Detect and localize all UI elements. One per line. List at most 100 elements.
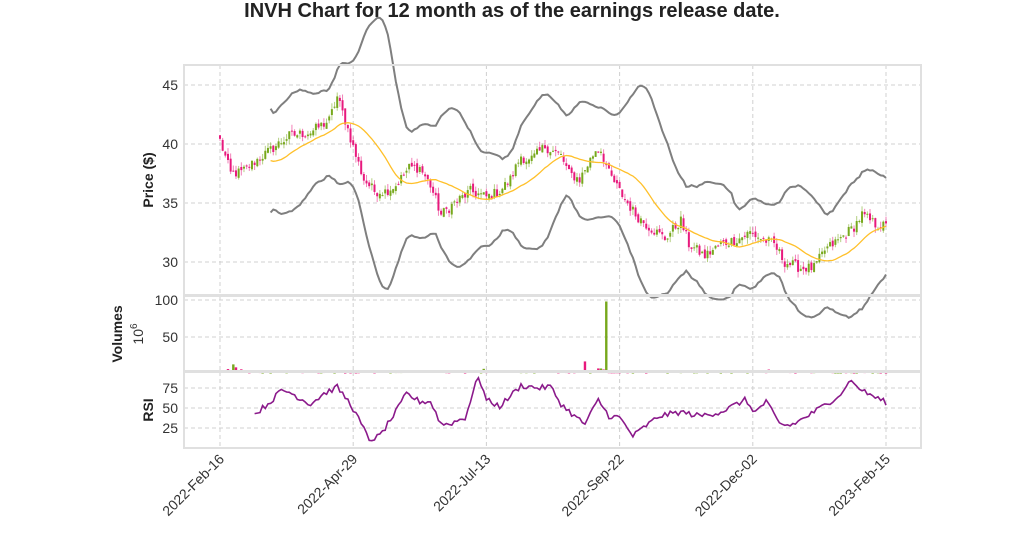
candle-down — [474, 190, 477, 197]
volume-bar — [463, 372, 467, 374]
volume-bar — [573, 372, 576, 374]
candle-down — [429, 179, 432, 188]
candle-down — [544, 145, 547, 149]
candle-down — [522, 157, 525, 163]
candle-down — [709, 251, 712, 255]
volume-bar — [618, 372, 621, 374]
candle-up — [336, 96, 339, 108]
candle-down — [607, 163, 610, 169]
candle-down — [448, 210, 451, 213]
candle-down — [338, 97, 341, 101]
candle-down — [290, 130, 293, 132]
candle-up — [735, 243, 738, 247]
candle-up — [525, 161, 528, 165]
candle-down — [658, 228, 661, 233]
candle-down — [410, 162, 413, 167]
chart-title: INVH Chart for 12 month as of the earnin… — [244, 0, 780, 22]
candle-up — [834, 239, 837, 245]
candle-down — [365, 180, 368, 184]
candle-up — [242, 166, 245, 169]
candle-up — [261, 158, 264, 161]
rsi-line — [254, 376, 887, 442]
candle-up — [746, 231, 749, 238]
candle-down — [546, 146, 549, 154]
candle-down — [234, 170, 237, 177]
rsi-panel — [254, 376, 887, 442]
rsi-frame — [183, 371, 922, 449]
volume-unit-exp: 6 — [129, 323, 140, 329]
candle-down — [232, 170, 235, 172]
candle-up — [701, 251, 704, 254]
volume-bar — [631, 373, 635, 374]
volume-bar — [482, 368, 485, 371]
candle-up — [498, 193, 501, 196]
candle-up — [842, 235, 845, 237]
volume-y-tick-label: 50 — [162, 329, 178, 345]
volume-bar — [261, 373, 264, 374]
candle-down — [751, 232, 754, 234]
candle-down — [615, 180, 618, 184]
candle-down — [650, 230, 653, 233]
candle-down — [386, 189, 389, 195]
candle-up — [328, 116, 331, 121]
candle-down — [663, 236, 666, 240]
volume-bar — [349, 372, 352, 374]
volume-unit: 106 — [129, 323, 146, 345]
candle-up — [530, 155, 533, 161]
candle-down — [717, 245, 720, 247]
volume-bar — [333, 373, 336, 374]
candle-up — [855, 221, 858, 233]
candle-down — [661, 232, 664, 235]
candle-down — [413, 164, 416, 166]
candle-down — [783, 261, 786, 267]
candle-down — [322, 123, 325, 127]
volume-bar — [557, 372, 560, 374]
candle-down — [224, 151, 227, 156]
volume-y-tick-label: 100 — [155, 292, 179, 308]
candle-up — [520, 156, 523, 165]
candle-down — [301, 130, 304, 138]
candle-down — [831, 240, 834, 247]
candle-up — [815, 261, 818, 263]
candle-up — [482, 192, 485, 195]
price-y-tick-label: 45 — [162, 77, 178, 93]
candle-down — [685, 229, 688, 232]
candle-up — [671, 225, 674, 232]
candle-down — [682, 218, 685, 231]
volume-bar — [666, 373, 669, 374]
candle-up — [666, 238, 669, 240]
volume-bar — [645, 373, 648, 374]
candle-up — [264, 150, 267, 159]
volume-bar — [695, 372, 699, 374]
candle-up — [823, 250, 826, 254]
volume-bar — [567, 372, 571, 374]
candle-up — [296, 135, 299, 138]
candle-up — [695, 245, 698, 248]
candle-up — [392, 189, 395, 193]
candle-up — [589, 157, 592, 168]
volume-bar — [871, 373, 874, 374]
candle-down — [578, 177, 581, 183]
candle-up — [266, 147, 269, 153]
candle-down — [845, 237, 848, 239]
volume-bar — [746, 372, 749, 374]
candle-down — [853, 228, 856, 232]
candle-up — [442, 208, 445, 217]
candle-down — [573, 172, 576, 181]
candle-up — [882, 221, 885, 231]
volume-bar — [839, 373, 842, 374]
candle-down — [794, 259, 797, 261]
x-tick-label: 2023-Feb-15 — [825, 451, 893, 519]
volume-bar — [605, 301, 608, 371]
candle-down — [869, 213, 872, 221]
candle-up — [256, 158, 259, 167]
candle-down — [397, 183, 400, 185]
candle-down — [874, 218, 877, 228]
candle-up — [829, 242, 832, 247]
candle-down — [762, 237, 765, 239]
candle-up — [677, 227, 680, 230]
candle-up — [314, 123, 317, 131]
candle-up — [778, 249, 781, 252]
candle-down — [754, 231, 757, 238]
candle-up — [418, 167, 421, 172]
